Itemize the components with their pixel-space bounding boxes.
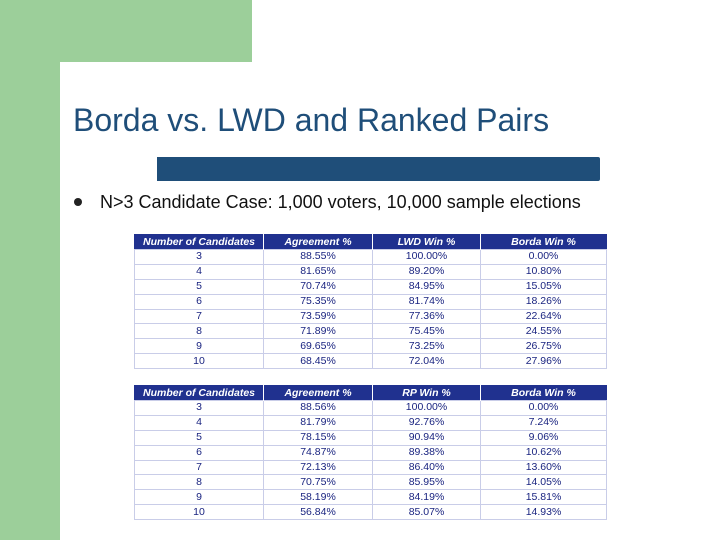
table-row: 5 70.74% 84.95% 15.05% <box>134 278 607 295</box>
table-row: 8 71.89% 75.45% 24.55% <box>134 323 607 340</box>
title-rule <box>157 157 600 181</box>
table-row: 9 69.65% 73.25% 26.75% <box>134 338 607 355</box>
cell-candidates: 9 <box>134 489 264 506</box>
cell-win: 81.74% <box>372 293 481 310</box>
cell-agreement: 69.65% <box>263 338 373 355</box>
cell-win: 75.45% <box>372 323 481 340</box>
cell-borda-win: 9.06% <box>480 429 607 446</box>
cell-win: 89.38% <box>372 444 481 461</box>
table-row: 7 73.59% 77.36% 22.64% <box>134 308 607 325</box>
cell-borda-win: 26.75% <box>480 338 607 355</box>
cell-win: 85.95% <box>372 474 481 491</box>
cell-borda-win: 0.00% <box>480 400 607 416</box>
rp-comparison-table: Number of Candidates Agreement % RP Win … <box>134 385 607 521</box>
cell-candidates: 7 <box>134 308 264 325</box>
cell-candidates: 8 <box>134 323 264 340</box>
cell-borda-win: 24.55% <box>480 323 607 340</box>
header-borda-win: Borda Win % <box>480 385 607 401</box>
header-number-of-candidates: Number of Candidates <box>134 234 264 250</box>
cell-agreement: 72.13% <box>263 459 373 476</box>
cell-candidates: 7 <box>134 459 264 476</box>
lwd-comparison-table: Number of Candidates Agreement % LWD Win… <box>134 234 607 370</box>
table-row: 6 74.87% 89.38% 10.62% <box>134 444 607 461</box>
cell-agreement: 88.55% <box>263 249 373 265</box>
cell-borda-win: 27.96% <box>480 353 607 370</box>
cell-candidates: 10 <box>134 353 264 370</box>
header-rp-win: RP Win % <box>372 385 481 401</box>
cell-win: 92.76% <box>372 414 481 431</box>
cell-agreement: 56.84% <box>263 504 373 521</box>
cell-win: 85.07% <box>372 504 481 521</box>
cell-win: 84.95% <box>372 278 481 295</box>
table-row: 10 56.84% 85.07% 14.93% <box>134 504 607 521</box>
table-row: 3 88.55% 100.00% 0.00% <box>134 249 607 265</box>
header-agreement: Agreement % <box>263 385 373 401</box>
cell-candidates: 5 <box>134 278 264 295</box>
green-sidebar <box>0 0 60 540</box>
cell-win: 100.00% <box>372 249 481 265</box>
cell-win: 72.04% <box>372 353 481 370</box>
cell-borda-win: 15.81% <box>480 489 607 506</box>
cell-candidates: 10 <box>134 504 264 521</box>
header-number-of-candidates: Number of Candidates <box>134 385 264 401</box>
bullet-text: N>3 Candidate Case: 1,000 voters, 10,000… <box>100 192 581 212</box>
table-header-row: Number of Candidates Agreement % LWD Win… <box>134 234 607 250</box>
cell-win: 90.94% <box>372 429 481 446</box>
cell-win: 86.40% <box>372 459 481 476</box>
table-row: 6 75.35% 81.74% 18.26% <box>134 293 607 310</box>
header-agreement: Agreement % <box>263 234 373 250</box>
cell-candidates: 5 <box>134 429 264 446</box>
cell-borda-win: 10.62% <box>480 444 607 461</box>
cell-borda-win: 10.80% <box>480 263 607 280</box>
cell-win: 89.20% <box>372 263 481 280</box>
cell-borda-win: 0.00% <box>480 249 607 265</box>
table-body: 3 88.55% 100.00% 0.00% 4 81.65% 89.20% 10.80% 5 7… <box>134 249 607 370</box>
cell-agreement: 81.65% <box>263 263 373 280</box>
table-row: 5 78.15% 90.94% 9.06% <box>134 429 607 446</box>
cell-borda-win: 7.24% <box>480 414 607 431</box>
cell-candidates: 4 <box>134 263 264 280</box>
cell-candidates: 8 <box>134 474 264 491</box>
table-body: 3 88.56% 100.00% 0.00% 4 81.79% 92.76% 7.24% 5 78… <box>134 400 607 521</box>
cell-borda-win: 22.64% <box>480 308 607 325</box>
table-row: 8 70.75% 85.95% 14.05% <box>134 474 607 491</box>
cell-agreement: 70.75% <box>263 474 373 491</box>
cell-agreement: 71.89% <box>263 323 373 340</box>
table-row: 9 58.19% 84.19% 15.81% <box>134 489 607 506</box>
cell-borda-win: 14.05% <box>480 474 607 491</box>
cell-agreement: 88.56% <box>263 400 373 416</box>
cell-candidates: 3 <box>134 400 264 416</box>
table-row: 4 81.65% 89.20% 10.80% <box>134 263 607 280</box>
header-lwd-win: LWD Win % <box>372 234 481 250</box>
cell-borda-win: 15.05% <box>480 278 607 295</box>
cell-candidates: 4 <box>134 414 264 431</box>
bullet-dot-icon <box>74 198 82 206</box>
cell-agreement: 68.45% <box>263 353 373 370</box>
table-row: 10 68.45% 72.04% 27.96% <box>134 353 607 370</box>
cell-agreement: 74.87% <box>263 444 373 461</box>
cell-candidates: 9 <box>134 338 264 355</box>
cell-agreement: 75.35% <box>263 293 373 310</box>
cell-agreement: 58.19% <box>263 489 373 506</box>
slide-title: Borda vs. LWD and Ranked Pairs <box>73 102 550 138</box>
cell-agreement: 73.59% <box>263 308 373 325</box>
cell-candidates: 3 <box>134 249 264 265</box>
cell-agreement: 81.79% <box>263 414 373 431</box>
cell-candidates: 6 <box>134 444 264 461</box>
cell-win: 84.19% <box>372 489 481 506</box>
cell-agreement: 70.74% <box>263 278 373 295</box>
header-borda-win: Borda Win % <box>480 234 607 250</box>
table-row: 4 81.79% 92.76% 7.24% <box>134 414 607 431</box>
cell-win: 77.36% <box>372 308 481 325</box>
cell-borda-win: 13.60% <box>480 459 607 476</box>
cell-borda-win: 14.93% <box>480 504 607 521</box>
cell-candidates: 6 <box>134 293 264 310</box>
table-row: 7 72.13% 86.40% 13.60% <box>134 459 607 476</box>
cell-win: 73.25% <box>372 338 481 355</box>
cell-borda-win: 18.26% <box>480 293 607 310</box>
table-header-row: Number of Candidates Agreement % RP Win … <box>134 385 607 401</box>
cell-win: 100.00% <box>372 400 481 416</box>
cell-agreement: 78.15% <box>263 429 373 446</box>
table-row: 3 88.56% 100.00% 0.00% <box>134 400 607 416</box>
